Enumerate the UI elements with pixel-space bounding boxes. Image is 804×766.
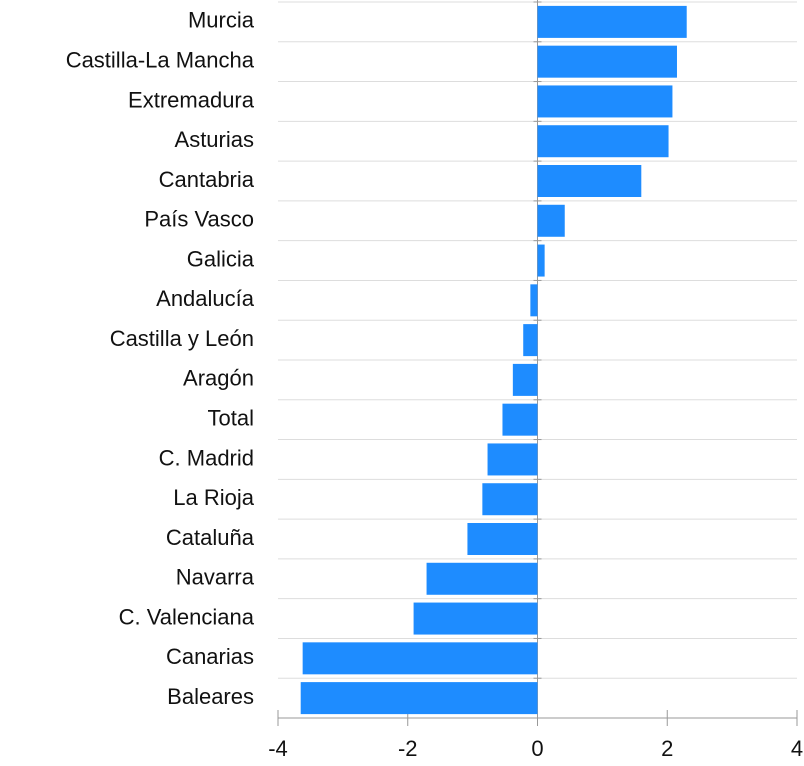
y-tick-label: Asturias [175,127,254,152]
bar [487,443,538,476]
x-tick-label: -4 [268,736,288,761]
bar [537,85,673,118]
y-tick-label: Aragón [183,366,254,391]
y-tick-label: La Rioja [173,485,254,510]
bar [537,5,687,38]
bar [302,642,538,675]
y-tick-label: País Vasco [144,207,254,232]
y-tick-label: Galicia [187,246,255,271]
y-tick-label: C. Madrid [159,445,254,470]
bar [537,244,545,277]
bar [502,403,538,436]
bar [523,324,538,357]
bar [537,125,669,158]
x-tick-label: 2 [661,736,673,761]
bar [300,682,538,715]
bar [482,483,538,516]
bar [537,165,642,197]
bar [512,363,538,396]
x-tick-label: 4 [791,736,803,761]
bar [530,284,538,317]
x-tick-label: 0 [531,736,543,761]
y-tick-label: Castilla-La Mancha [66,47,255,72]
y-tick-label: Cantabria [159,167,255,192]
bar [426,562,538,595]
bar [413,602,538,635]
y-tick-label: Canarias [166,644,254,669]
y-tick-label: Navarra [176,565,255,590]
y-tick-label: Baleares [167,684,254,709]
x-tick-label: -2 [398,736,418,761]
y-tick-label: Total [208,405,254,430]
y-tick-label: Andalucía [156,286,255,311]
bar [537,45,677,78]
bar [467,523,538,555]
y-tick-label: Castilla y León [110,326,254,351]
bar [537,204,565,237]
y-tick-label: Extremadura [128,87,255,112]
y-tick-label: Cataluña [166,525,255,550]
y-tick-label: Murcia [188,8,255,33]
y-tick-label: C. Valenciana [119,604,255,629]
